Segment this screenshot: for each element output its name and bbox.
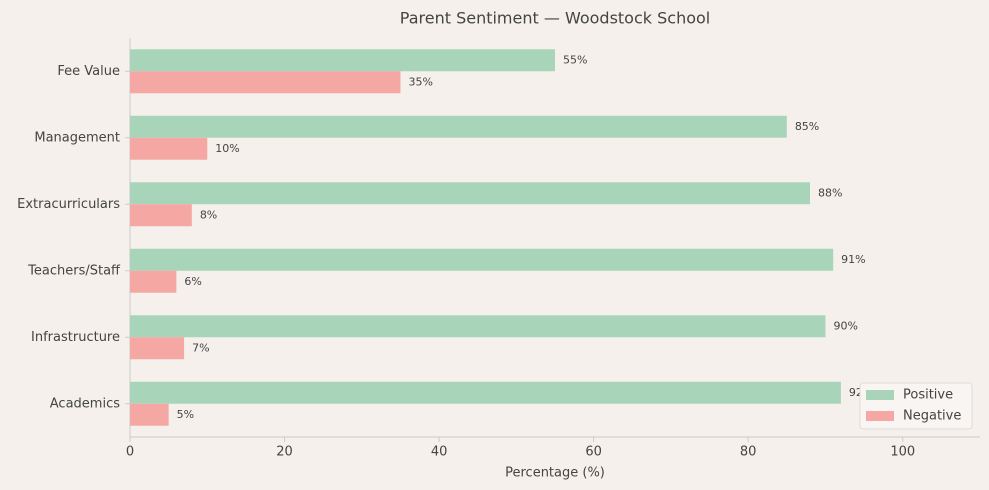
legend-swatch	[866, 390, 894, 400]
y-tick-label: Extracurriculars	[17, 197, 120, 212]
value-label: 8%	[200, 208, 217, 221]
y-tick-label: Management	[34, 130, 120, 145]
y-tick-label: Infrastructure	[31, 330, 120, 345]
bar	[130, 403, 169, 426]
x-tick-label: 60	[585, 445, 602, 460]
bar	[130, 49, 555, 72]
bar	[130, 204, 192, 227]
value-label: 55%	[563, 53, 587, 66]
x-tick-label: 0	[126, 445, 134, 460]
value-label: 88%	[818, 186, 842, 199]
value-label: 35%	[408, 75, 432, 88]
bar	[130, 115, 787, 138]
bar	[130, 315, 826, 338]
value-label: 6%	[184, 275, 201, 288]
x-tick-label: 80	[740, 445, 757, 460]
bar	[130, 137, 208, 160]
legend-label: Positive	[903, 388, 953, 403]
legend-label: Negative	[903, 409, 961, 424]
bar	[130, 270, 177, 293]
y-tick-label: Academics	[50, 396, 120, 411]
y-tick-label: Teachers/Staff	[27, 263, 121, 278]
bar	[130, 337, 185, 360]
x-axis-label: Percentage (%)	[505, 466, 605, 481]
bar	[130, 71, 401, 94]
x-tick-label: 100	[890, 445, 915, 460]
value-label: 85%	[795, 120, 819, 133]
chart-title: Parent Sentiment — Woodstock School	[400, 9, 710, 28]
bar	[130, 381, 841, 404]
value-label: 7%	[192, 341, 209, 354]
bar	[130, 182, 810, 205]
value-label: 5%	[177, 408, 194, 421]
bar	[130, 248, 834, 271]
legend-swatch	[866, 411, 894, 421]
x-tick-label: 40	[431, 445, 448, 460]
value-label: 91%	[841, 253, 865, 266]
x-tick-label: 20	[276, 445, 293, 460]
value-label: 90%	[833, 319, 857, 332]
value-label: 10%	[215, 142, 239, 155]
y-tick-label: Fee Value	[57, 64, 120, 79]
